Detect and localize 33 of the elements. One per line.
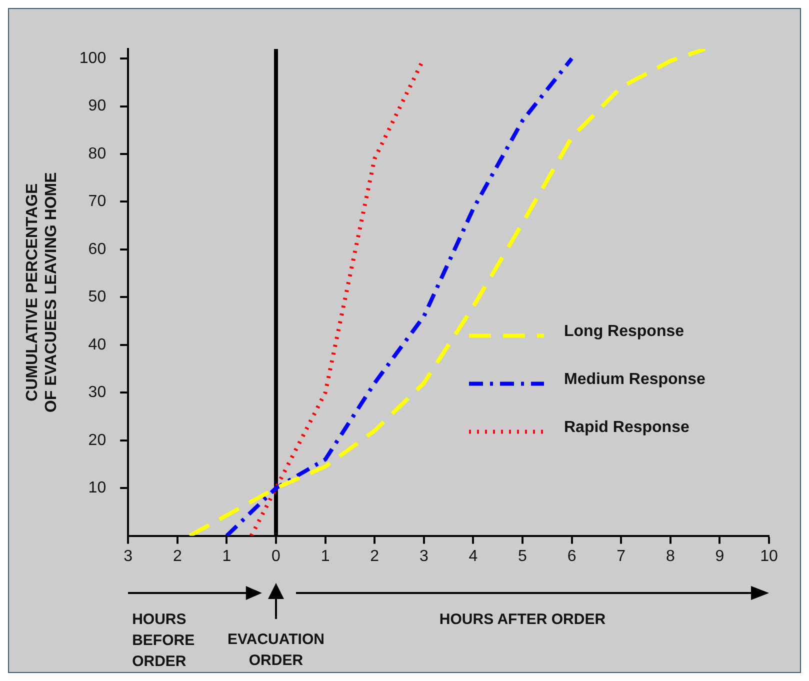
x-tick-label: 5 — [518, 548, 528, 565]
text: HOURS AFTER ORDER — [438, 610, 607, 630]
y-axis-title: CUMULATIVE PERCENTAGE OF EVACUEES LEAVING HOME — [24, 172, 60, 413]
x-tick-label: 1 — [222, 548, 232, 565]
y-tick-label: 100 — [79, 50, 106, 67]
y-tick-label: 20 — [88, 432, 106, 449]
legend-label: Long Response — [564, 323, 684, 340]
y-tick-label: 60 — [88, 240, 106, 258]
x-tick-label: 8 — [666, 548, 675, 565]
x-tick-label: 4 — [468, 548, 478, 565]
y-tick-label: 70 — [88, 193, 106, 210]
y-tick-label: 80 — [88, 145, 106, 162]
y-tick-label: 50 — [88, 288, 106, 306]
text: HOURS BEFORE ORDER — [132, 610, 196, 672]
line-series — [249, 61, 424, 536]
y-tick-label: 10 — [88, 479, 106, 496]
x-tick-label: 7 — [616, 548, 626, 565]
legend-label: Medium Response — [564, 371, 706, 388]
y-tick-label: 30 — [88, 384, 106, 402]
x-tick-label: 1 — [320, 548, 330, 565]
x-tick-label: 6 — [567, 548, 576, 565]
x-tick-label: 2 — [370, 548, 380, 565]
x-tick-label: 0 — [272, 548, 281, 565]
x-tick-label: 10 — [760, 548, 778, 565]
legend-label: Rapid Response — [564, 419, 690, 436]
y-tick-label: 40 — [88, 336, 106, 354]
x-tick-label: 3 — [124, 548, 133, 565]
x-tick-label: 2 — [172, 548, 182, 565]
line-series — [188, 49, 707, 536]
text: EVACUATION ORDER — [226, 630, 326, 671]
x-tick-label: 9 — [715, 548, 724, 565]
y-tick-label: 90 — [88, 98, 106, 115]
x-tick-label: 3 — [419, 548, 428, 565]
